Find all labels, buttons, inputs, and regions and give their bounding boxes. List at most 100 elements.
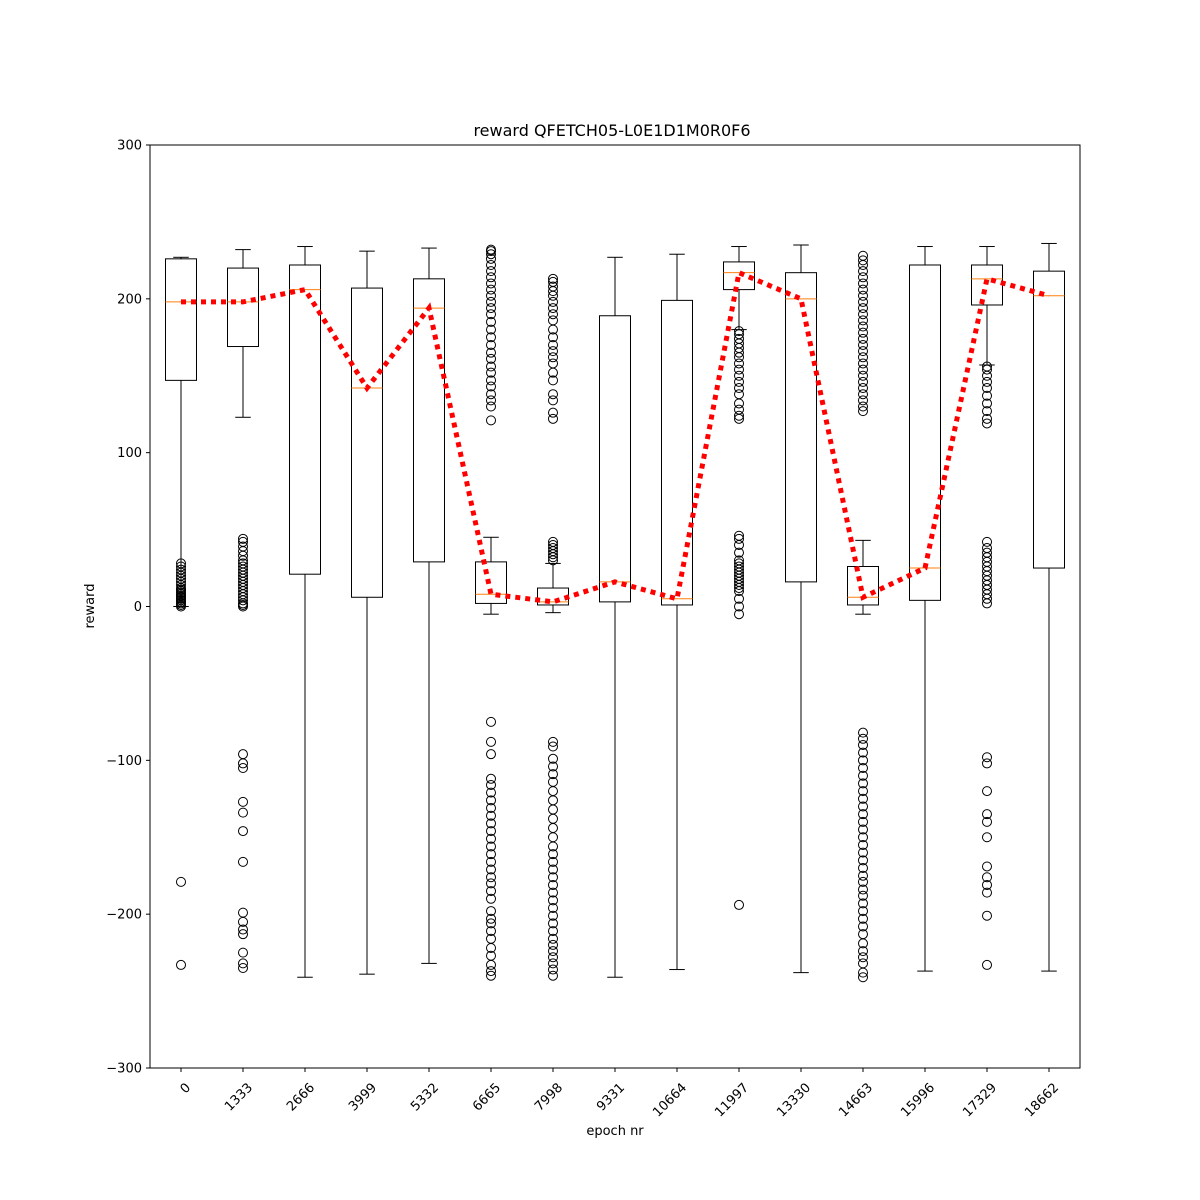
flier-point: [858, 763, 868, 774]
chart-title: reward QFETCH05-L0E1D1M0R0F6: [473, 121, 750, 140]
flier-point: [858, 770, 868, 781]
flier-point: [548, 918, 558, 929]
flier-point: [858, 333, 868, 344]
flier-point: [982, 376, 992, 387]
flier-point: [548, 769, 558, 780]
flier-point: [486, 375, 496, 386]
flier-point: [548, 895, 558, 906]
flier-point: [982, 752, 992, 763]
flier-point: [238, 807, 248, 818]
flier-point: [982, 543, 992, 554]
flier-point: [982, 879, 992, 890]
box-body: [971, 264, 1003, 306]
flier-point: [548, 864, 558, 875]
flier-point: [548, 872, 558, 883]
flier-point: [858, 315, 868, 326]
flier-point: [548, 849, 558, 860]
flier-point: [548, 276, 558, 287]
box-11997: [723, 246, 755, 910]
box-body: [165, 258, 197, 381]
box-0: [165, 256, 197, 970]
x-tick-label: 15996: [898, 1080, 938, 1120]
flier-point: [858, 793, 868, 804]
flier-point: [858, 376, 868, 387]
flier-point: [548, 946, 558, 957]
flier-point: [548, 832, 558, 843]
flier-point: [548, 887, 558, 898]
flier-point: [858, 290, 868, 301]
flier-point: [858, 870, 868, 881]
flier-point: [734, 558, 744, 569]
flier-point: [858, 266, 868, 277]
flier-point: [858, 358, 868, 369]
x-tick-label: 1333: [222, 1080, 256, 1114]
flier-point: [486, 803, 496, 814]
flier-point: [486, 244, 496, 255]
flier-point: [548, 952, 558, 963]
flier-point: [982, 406, 992, 417]
flier-point: [548, 926, 558, 937]
box-body: [413, 278, 445, 563]
flier-point: [486, 966, 496, 977]
flier-point: [486, 736, 496, 747]
flier-point: [858, 809, 868, 820]
x-tick-label: 0: [178, 1080, 194, 1096]
flier-point: [486, 332, 496, 343]
flier-point: [858, 839, 868, 850]
y-tick-label: −200: [106, 908, 142, 923]
flier-point: [858, 346, 868, 357]
flier-point: [238, 907, 248, 918]
flier-point: [486, 970, 496, 981]
flier-point: [982, 413, 992, 424]
flier-point: [486, 381, 496, 392]
box-13330: [785, 244, 817, 974]
flier-point: [548, 309, 558, 320]
flier-point: [486, 290, 496, 301]
flier-point: [982, 872, 992, 883]
flier-point: [982, 786, 992, 797]
flier-point: [176, 558, 186, 569]
flier-point: [486, 395, 496, 406]
flier-point: [486, 856, 496, 867]
flier-point: [486, 872, 496, 883]
x-tick-label: 13330: [774, 1080, 814, 1120]
flier-point: [238, 929, 248, 940]
flier-point: [238, 826, 248, 837]
flier-point: [548, 332, 558, 343]
x-axis-label: epoch nr: [586, 1124, 644, 1139]
flier-point: [858, 855, 868, 866]
flier-point: [548, 933, 558, 944]
flier-point: [982, 390, 992, 401]
flier-point: [858, 786, 868, 797]
mean-line: [181, 269, 1050, 605]
flier-point: [548, 389, 558, 400]
flier-point: [486, 893, 496, 904]
flier-point: [982, 383, 992, 394]
flier-point: [548, 273, 558, 284]
flier-point: [486, 818, 496, 829]
flier-point: [982, 547, 992, 558]
flier-point: [548, 970, 558, 981]
flier-point: [548, 736, 558, 747]
flier-point: [548, 939, 558, 950]
y-tick-label: −300: [106, 1062, 142, 1077]
flier-point: [858, 929, 868, 940]
flier-point: [486, 926, 496, 937]
box-6665: [475, 244, 507, 981]
flier-point: [858, 284, 868, 295]
flier-point: [486, 266, 496, 277]
flier-point: [982, 910, 992, 921]
flier-point: [548, 413, 558, 424]
flier-point: [858, 921, 868, 932]
flier-point: [858, 255, 868, 266]
flier-point: [486, 259, 496, 270]
flier-point: [548, 813, 558, 824]
box-5332: [413, 247, 445, 964]
flier-point: [548, 795, 558, 806]
flier-point: [982, 861, 992, 872]
flier-point: [176, 959, 186, 970]
flier-point: [858, 946, 868, 957]
flier-point: [858, 876, 868, 887]
flier-point: [982, 536, 992, 547]
box-1333: [227, 249, 259, 974]
